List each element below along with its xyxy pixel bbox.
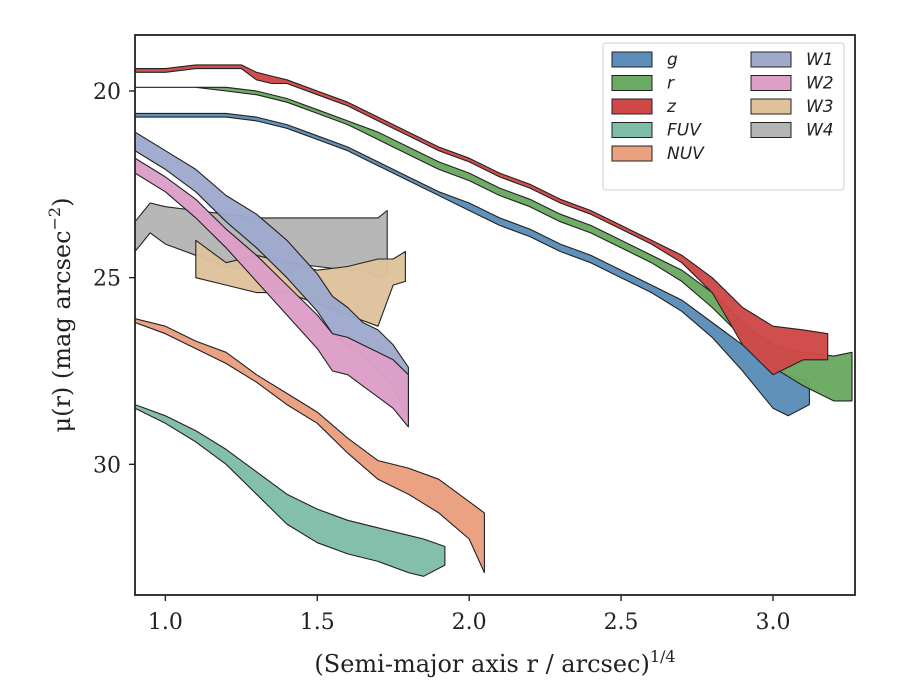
legend-label: FUV	[667, 121, 702, 141]
legend-label: r	[667, 74, 675, 94]
y-axis: 20 25 30	[93, 80, 135, 478]
legend-label: W1	[806, 50, 834, 70]
x-tick-label: 2.5	[604, 610, 639, 635]
legend-items: grz FUV NUV W1 W2 W3 W4	[611, 50, 834, 164]
x-axis-title: (Semi-major axis r / arcsec)1/4	[314, 647, 675, 678]
legend-swatch	[611, 122, 653, 138]
x-tick-label: 1.5	[300, 610, 335, 635]
x-tick-label: 2.0	[452, 610, 487, 635]
legend-swatch	[611, 145, 653, 162]
legend-item-nuv: NUV	[611, 144, 705, 164]
legend-item-w4: W4	[750, 121, 834, 141]
legend-item-fuv: FUV	[611, 121, 702, 141]
series-band-z	[135, 64, 829, 376]
legend-label: g	[667, 50, 678, 70]
y-tick-label: 30	[93, 453, 121, 478]
legend-swatch	[611, 51, 653, 68]
series-band-g	[135, 112, 810, 417]
legend-swatch	[750, 75, 792, 91]
y-tick-label: 25	[93, 267, 121, 292]
legend-label: W3	[806, 97, 834, 117]
legend-swatch	[750, 98, 792, 115]
series-band-fuv	[135, 404, 446, 577]
legend-item-g: g	[611, 50, 678, 70]
legend-label: NUV	[667, 144, 705, 164]
legend-item-w3: W3	[750, 97, 834, 117]
legend-label: W2	[806, 74, 834, 94]
series-band-w2	[135, 157, 409, 428]
plot-frame	[134, 34, 856, 596]
x-tick-label: 3.0	[755, 610, 790, 635]
legend-item-w1: W1	[750, 50, 834, 70]
series-band-nuv	[135, 318, 485, 574]
y-axis-title-exponent: −2	[45, 207, 64, 231]
legend-label: z	[666, 97, 677, 117]
x-axis-title-exponent: 1/4	[650, 647, 676, 666]
legend-swatch	[750, 122, 792, 138]
legend-item-z: z	[611, 97, 677, 117]
legend-swatch	[611, 98, 653, 115]
y-axis-title: μ(r) (mag arcsec−2)	[45, 198, 76, 433]
series-bands	[135, 64, 853, 577]
x-tick-label: 1.0	[148, 610, 183, 635]
x-axis: 1.0 1.5 2.0 2.5 3.0	[148, 595, 790, 635]
y-tick-label: 20	[93, 80, 121, 105]
legend: grz FUV NUV W1 W2 W3 W4	[602, 42, 845, 191]
legend-swatch	[750, 51, 792, 68]
legend-swatch	[611, 75, 653, 91]
y-axis-title-close: )	[48, 198, 76, 207]
legend-item-r: r	[611, 74, 675, 94]
legend-item-w2: W2	[750, 74, 834, 94]
y-axis-title-text: μ(r) (mag arcsec	[48, 230, 76, 432]
legend-label: W4	[806, 121, 834, 141]
x-axis-title-text: (Semi-major axis r / arcsec)	[314, 650, 649, 678]
